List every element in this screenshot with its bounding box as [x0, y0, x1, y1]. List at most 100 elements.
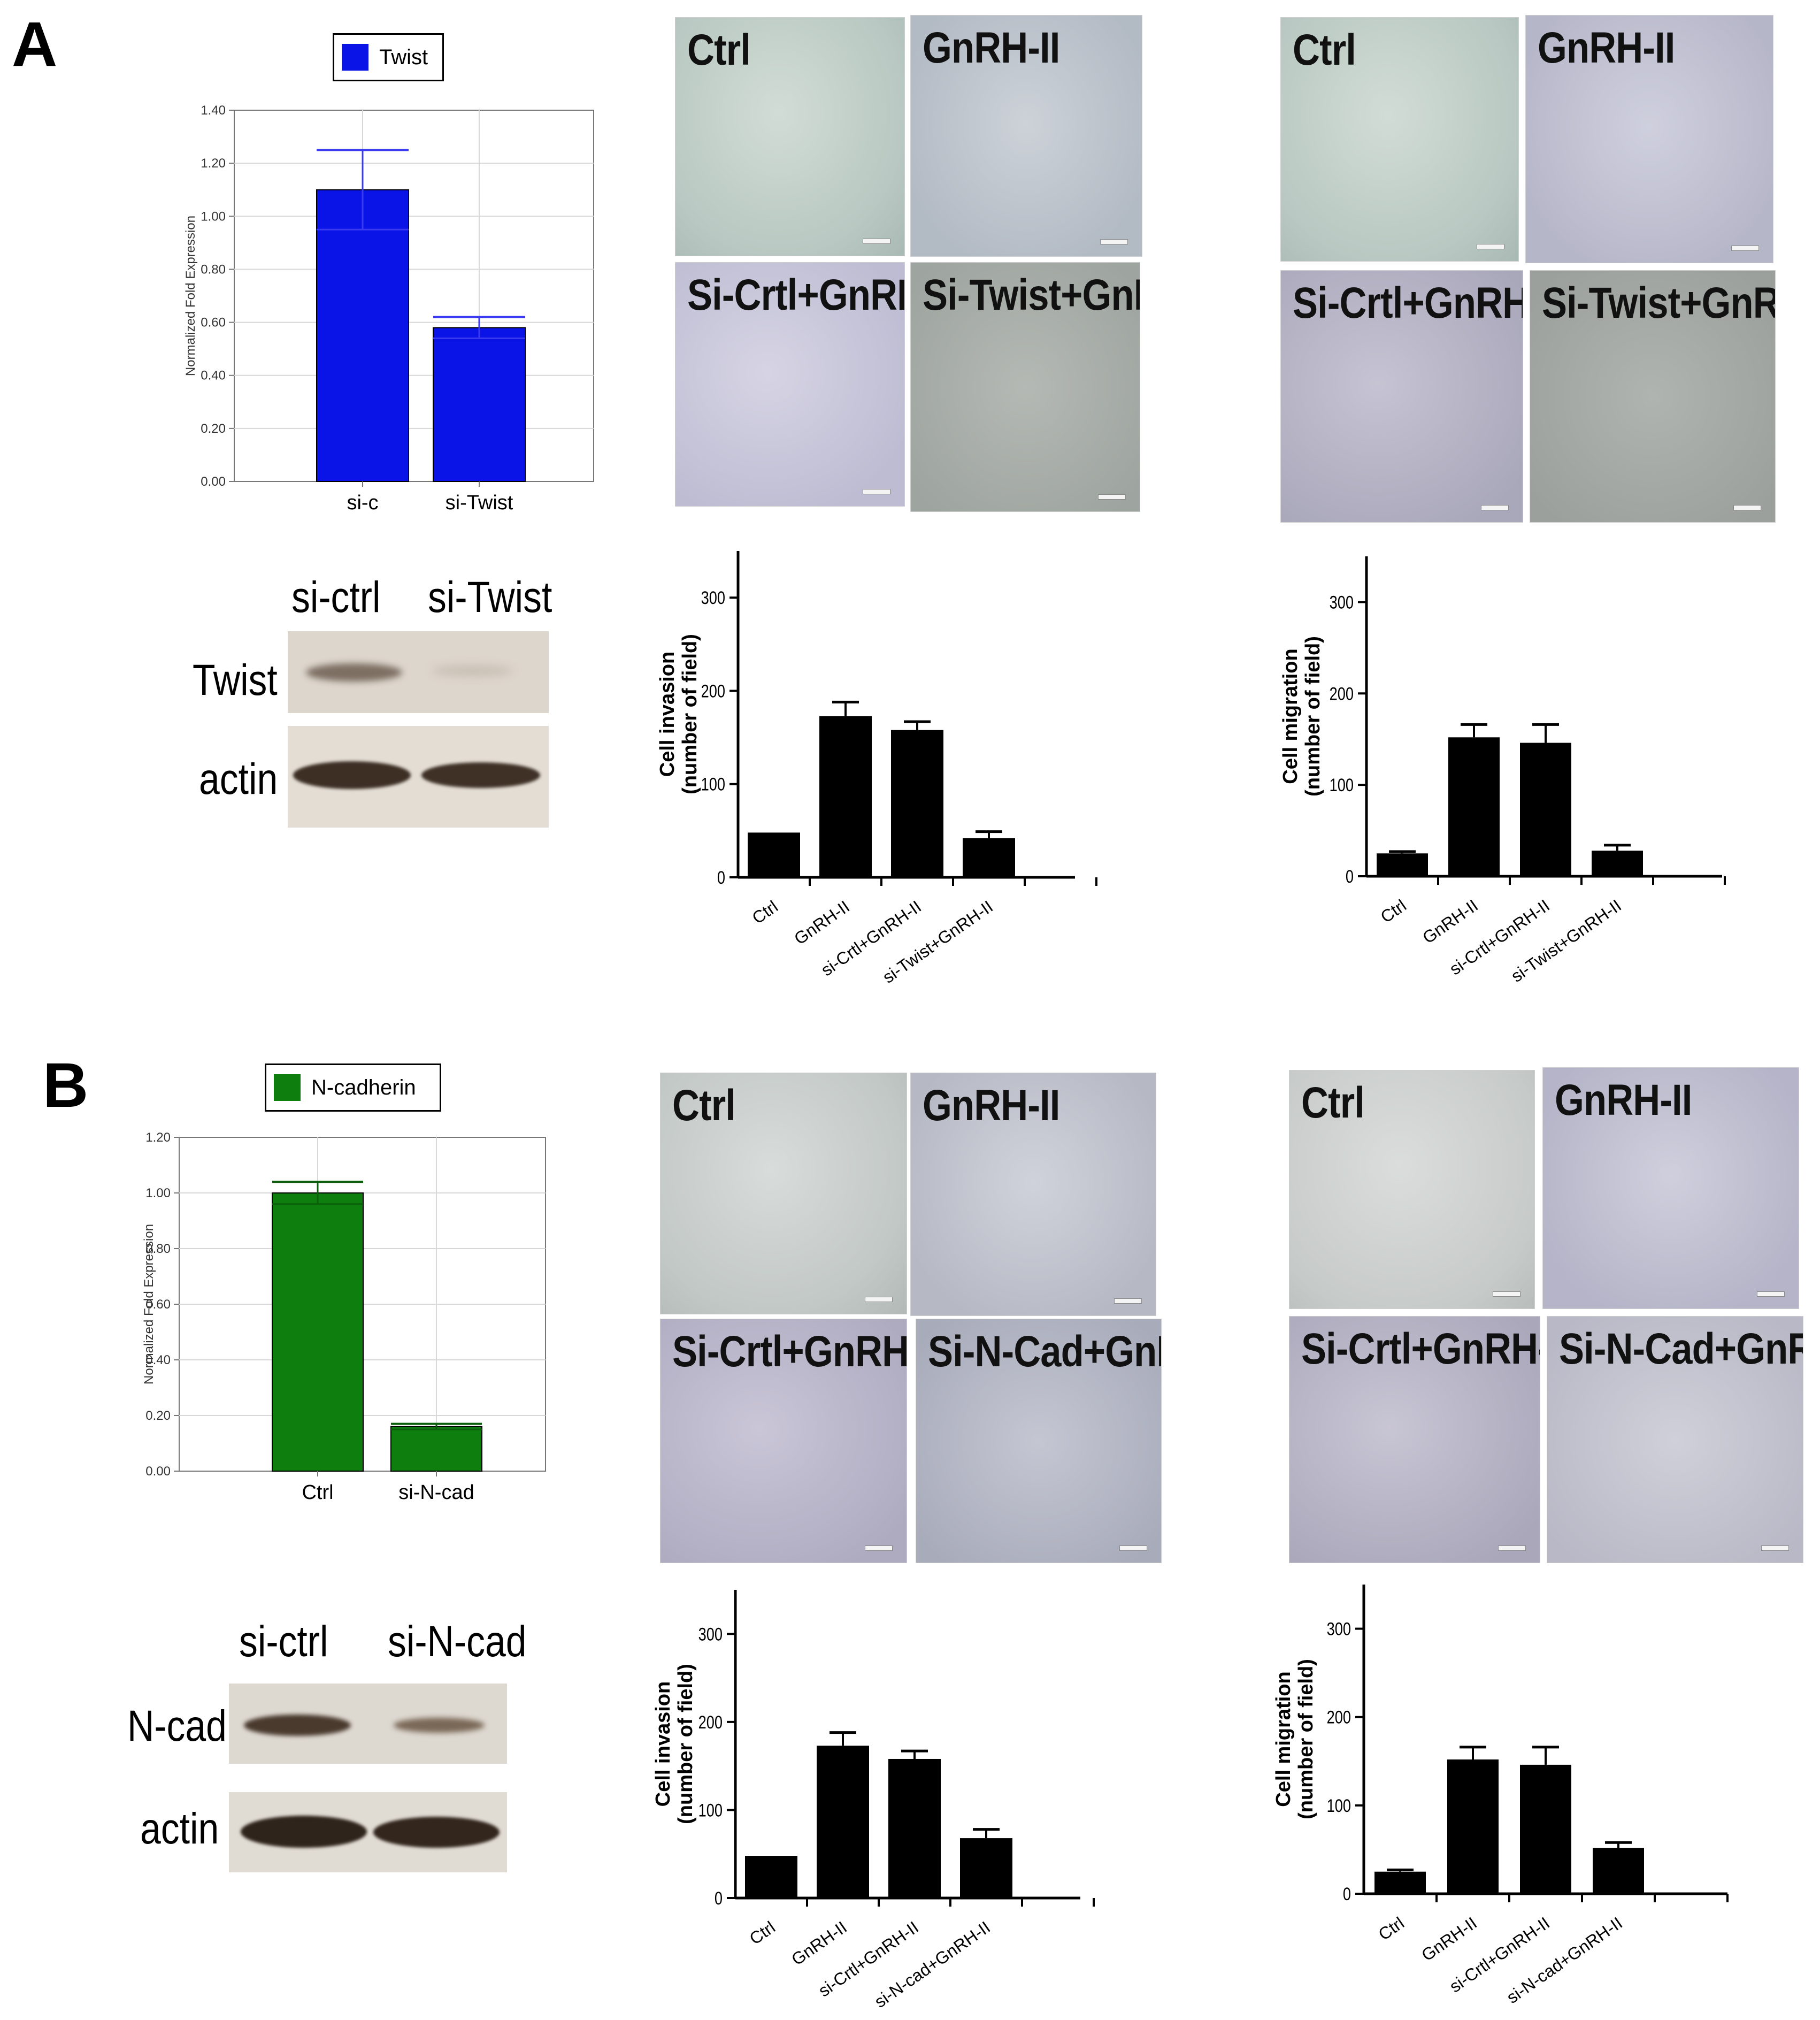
- plot-frame: [234, 110, 594, 482]
- chart-b-qpcr: 0.00 0.20 0.40 0.60 0.80 1.00 1.20 Ctrl si-N-cad…: [142, 1130, 546, 1504]
- y-tick-label: 200: [698, 1712, 723, 1733]
- y-axis-label: Cell migration: [1279, 648, 1302, 784]
- y-axis-label: (number of field): [674, 1664, 697, 1824]
- x-tick-label: si-c: [347, 492, 378, 514]
- blot-b-col2-label: si-N-cad: [388, 1617, 527, 1666]
- y-axis-label: (number of field): [679, 634, 701, 794]
- y-tick-label: 200: [701, 681, 725, 702]
- y-tick-label: 0.40: [201, 369, 226, 383]
- y-tick-label: 0.80: [201, 262, 226, 277]
- y-tick-label: 100: [701, 774, 725, 795]
- bar: [960, 1838, 1012, 1898]
- y-tick-label: 100: [698, 1800, 723, 1821]
- band-a-actin-si: [421, 762, 540, 788]
- micrograph-a-inv-sictrl: Si-Crtl+GnRH-II: [675, 262, 905, 507]
- micrograph-a-mig-ctrl: Ctrl: [1280, 17, 1519, 262]
- y-tick-label: 1.00: [201, 209, 226, 224]
- blot-a-actin-strip: [288, 726, 549, 828]
- micrograph-label: Si-N-Cad+GnRH-II: [928, 1327, 1161, 1376]
- y-tick-label: 0.20: [201, 422, 226, 436]
- micrograph-b-inv-gnrh: GnRH-II: [910, 1073, 1156, 1316]
- y-tick-label: 0.00: [201, 475, 226, 489]
- micrograph-b-mig-gnrh: GnRH-II: [1542, 1067, 1799, 1309]
- bar: [1448, 737, 1500, 876]
- micrograph-a-inv-gnrh: GnRH-II: [910, 15, 1142, 257]
- bar: [1374, 1871, 1426, 1894]
- x-tick-label: Ctrl: [749, 897, 781, 928]
- micrograph-label: Si-Crtl+GnRH-II: [672, 1327, 907, 1376]
- micrograph-label: Ctrl: [672, 1081, 736, 1130]
- y-tick-label: 1.20: [201, 156, 226, 171]
- blot-a-twist-strip: [288, 631, 549, 713]
- micrograph-a-inv-ctrl: Ctrl: [675, 17, 905, 256]
- y-tick-label: 300: [1330, 592, 1354, 613]
- y-tick-label: 300: [698, 1624, 723, 1644]
- y-tick-label: 0: [1343, 1884, 1351, 1904]
- y-tick-label: 0: [717, 867, 725, 888]
- blot-b-row2-label: actin: [140, 1804, 219, 1853]
- x-tick-label: Ctrl: [302, 1481, 333, 1504]
- micrograph-a-inv-sitwist: Si-Twist+GnRH-II: [910, 262, 1140, 512]
- y-axis-label: Normalized Fold Expression: [142, 1224, 156, 1384]
- bar: [888, 1758, 941, 1898]
- band-b-ncad-ctrl: [244, 1715, 351, 1736]
- y-tick-label: 0.80: [145, 1242, 171, 1256]
- x-tick-label: GnRH-II: [788, 1917, 850, 1969]
- bar: [1593, 1848, 1644, 1894]
- x-tick-label: GnRH-II: [1419, 896, 1481, 947]
- blot-a-row2-label: actin: [199, 755, 278, 804]
- micrograph-label: GnRH-II: [1555, 1076, 1692, 1124]
- y-tick-label: 100: [1327, 1795, 1351, 1816]
- blot-a-col2-label: si-Twist: [428, 573, 552, 622]
- legend-twist: Twist: [333, 33, 444, 81]
- legend-label: N-cadherin: [311, 1075, 416, 1099]
- bar: [963, 838, 1015, 877]
- blot-b-actin-strip: [229, 1792, 507, 1872]
- y-tick-label: 1.00: [145, 1186, 171, 1200]
- blot-b-ncad-strip: [229, 1684, 507, 1764]
- micrograph-label: Ctrl: [687, 26, 751, 74]
- bar: [819, 716, 872, 877]
- y-tick-label: 0.00: [145, 1464, 171, 1479]
- micrograph-label: Si-N-Cad+GnRH-II: [1559, 1325, 1803, 1373]
- band-b-actin-ctrl: [241, 1816, 367, 1848]
- band-a-twist-ctrl: [306, 663, 402, 682]
- band-a-actin-ctrl: [293, 761, 411, 789]
- x-tick-label: GnRH-II: [1418, 1913, 1480, 1965]
- bar: [1520, 743, 1571, 876]
- micrograph-a-mig-sictrl: Si-Crtl+GnRH-II: [1280, 270, 1523, 523]
- bar: [316, 189, 409, 482]
- micrograph-b-mig-sincad: Si-N-Cad+GnRH-II: [1547, 1316, 1803, 1563]
- micrograph-label: Si-Twist+GnRH-II: [923, 271, 1140, 319]
- micrograph-label: Si-Crtl+GnRH-II: [687, 271, 904, 319]
- bar: [817, 1746, 869, 1898]
- bar: [745, 1856, 797, 1898]
- legend-ncadherin: N-cadherin: [265, 1063, 441, 1112]
- x-tick-label: Ctrl: [1377, 896, 1410, 927]
- y-tick-label: 0.40: [145, 1353, 171, 1367]
- bar: [891, 730, 943, 877]
- bar: [1520, 1764, 1571, 1894]
- y-axis-label: (number of field): [1302, 636, 1324, 797]
- micrograph-label: Si-Crtl+GnRH-II: [1301, 1325, 1540, 1373]
- y-tick-label: 300: [1327, 1619, 1351, 1640]
- blot-a-row1-label: Twist: [193, 656, 278, 705]
- micrograph-b-mig-sictrl: Si-Crtl+GnRH-II: [1289, 1316, 1540, 1563]
- y-tick-label: 0: [715, 1888, 723, 1909]
- blot-b-col1-label: si-ctrl: [239, 1617, 328, 1666]
- panel-letter-a: A: [12, 9, 58, 80]
- x-tick-label: si-Twist: [446, 492, 513, 514]
- chart-a-qpcr: 0.00 0.20 0.40 0.60 0.80 1.00 1.20 1.40 si-c si-T…: [183, 103, 594, 514]
- y-tick-label: 1.40: [201, 103, 226, 118]
- y-axis-label: Cell migration: [1272, 1671, 1295, 1807]
- micrograph-label: GnRH-II: [1538, 24, 1675, 72]
- bar: [390, 1426, 482, 1472]
- bar: [748, 832, 800, 877]
- y-tick-label: 1.20: [145, 1130, 171, 1145]
- y-tick-label: 0: [1346, 866, 1354, 887]
- micrograph-label: GnRH-II: [923, 24, 1060, 72]
